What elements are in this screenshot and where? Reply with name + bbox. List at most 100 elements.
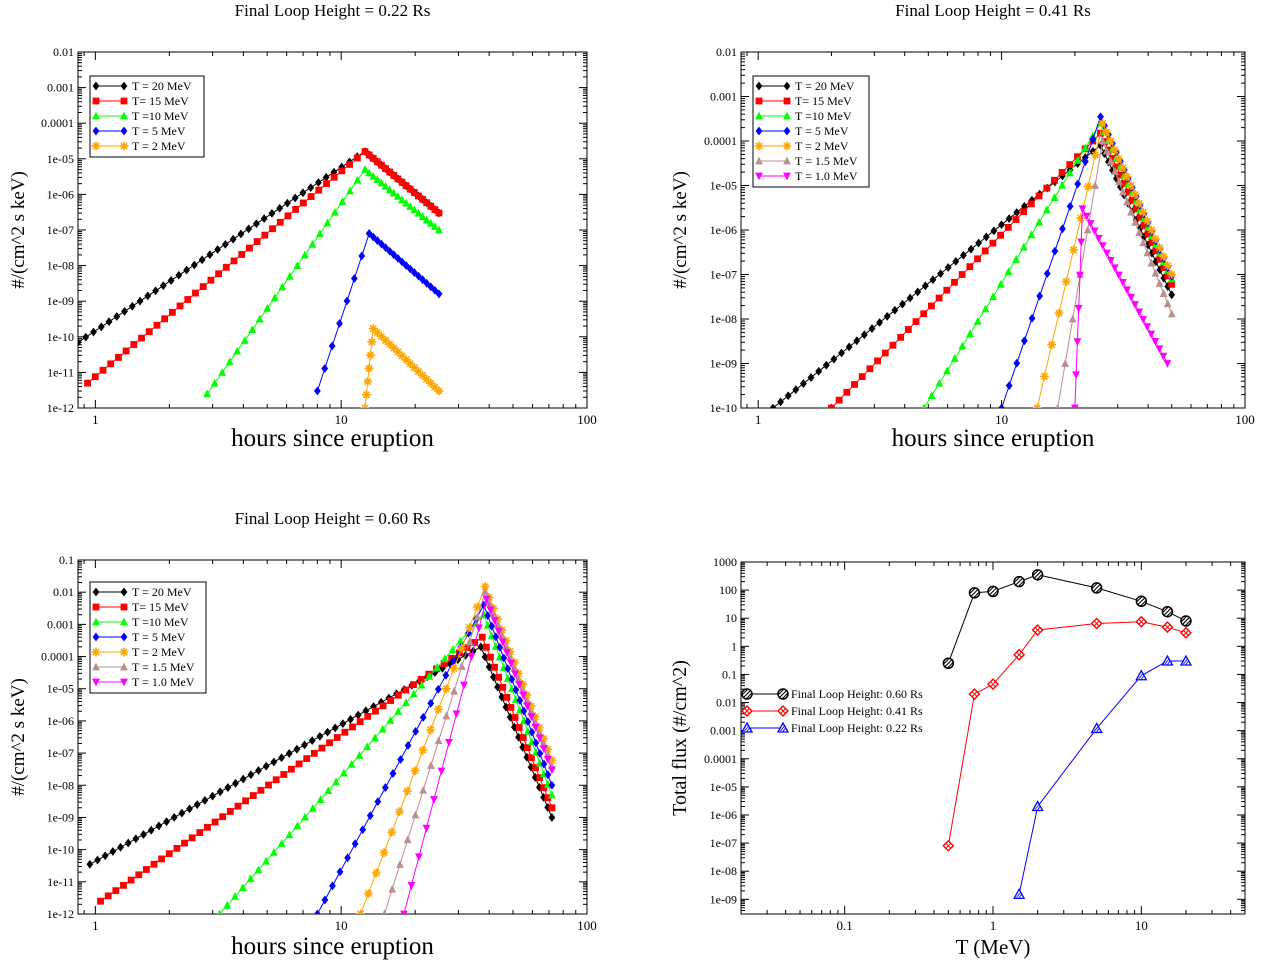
data-point — [998, 220, 1005, 230]
panel-1: Final Loop Height = 0.22 Rs 1 10 100 1e-12 1e… — [8, 1, 597, 452]
data-point — [996, 279, 1005, 288]
data-point — [769, 403, 777, 408]
data-point — [371, 733, 379, 742]
data-point — [369, 232, 377, 242]
data-point — [225, 357, 234, 366]
data-point — [324, 727, 331, 737]
data-point — [511, 670, 520, 679]
data-point — [1132, 205, 1140, 213]
data-point — [473, 612, 482, 621]
data-point — [115, 353, 122, 361]
data-point — [378, 724, 387, 733]
data-point — [920, 310, 928, 318]
legend-marker — [741, 688, 753, 700]
data-point — [1005, 381, 1013, 390]
data-point — [407, 881, 416, 890]
data-point — [1074, 179, 1082, 189]
data-point — [1012, 216, 1020, 223]
data-point — [365, 168, 374, 177]
y-tick-label: 0.01 — [53, 45, 74, 59]
data-point — [1083, 225, 1092, 234]
data-point — [1066, 161, 1074, 168]
legend-marker — [91, 647, 101, 657]
data-point — [142, 866, 150, 873]
x-tick-label: 100 — [577, 412, 597, 427]
data-point — [968, 688, 981, 701]
data-point — [435, 289, 443, 299]
data-point — [1147, 258, 1156, 267]
data-point — [800, 379, 807, 388]
data-point — [308, 239, 317, 248]
data-point — [1140, 232, 1148, 242]
legend-label: T =10 MeV — [132, 615, 189, 629]
data-point — [493, 620, 502, 629]
data-point — [203, 389, 212, 398]
data-point — [425, 671, 434, 680]
data-point — [276, 203, 284, 213]
data-point — [397, 755, 404, 764]
data-point — [210, 378, 219, 387]
data-point — [1004, 223, 1012, 231]
data-point — [548, 780, 556, 790]
data-point — [292, 206, 300, 213]
legend-marker — [120, 111, 128, 120]
data-point — [514, 674, 523, 683]
data-point — [522, 690, 532, 700]
legend-label: T =10 MeV — [132, 109, 189, 123]
legend-label: T = 2 MeV — [132, 139, 186, 153]
data-point — [237, 229, 245, 239]
data-point — [372, 707, 379, 715]
data-point — [1090, 150, 1100, 160]
data-point — [300, 250, 309, 259]
data-point — [168, 308, 176, 316]
data-point — [409, 689, 418, 698]
data-point — [530, 712, 540, 722]
data-point — [128, 301, 136, 311]
legend-marker — [740, 721, 754, 733]
x-tick-label: 100 — [1235, 412, 1255, 427]
series-line — [1074, 207, 1168, 408]
data-point — [494, 682, 501, 692]
data-point — [929, 275, 937, 285]
data-point — [196, 829, 204, 836]
data-point — [321, 364, 329, 373]
data-point — [422, 215, 431, 224]
data-point — [363, 742, 372, 751]
data-point — [960, 250, 967, 260]
data-point — [1138, 207, 1148, 217]
data-point — [301, 740, 308, 750]
data-point — [482, 643, 490, 651]
legend-label: T= 15 MeV — [132, 94, 189, 108]
data-point — [1161, 621, 1174, 634]
data-point — [489, 609, 498, 618]
data-point — [152, 286, 159, 296]
data-point — [897, 333, 905, 341]
data-point — [539, 734, 548, 743]
data-point — [417, 676, 425, 683]
data-point — [1021, 336, 1028, 346]
data-point — [336, 319, 343, 328]
legend-marker — [120, 632, 128, 642]
data-point — [366, 811, 374, 821]
data-point — [132, 834, 140, 844]
series-4 — [998, 112, 1176, 408]
data-point — [396, 860, 404, 868]
data-point — [260, 214, 268, 223]
data-point — [442, 711, 451, 720]
data-point — [323, 180, 330, 188]
y-tick-label: 1e-07 — [47, 223, 74, 237]
data-point — [1110, 264, 1119, 273]
legend-marker — [119, 141, 129, 151]
plot-area — [86, 582, 557, 914]
data-point — [457, 643, 467, 653]
legend: Final Loop Height: 0.60 Rs Final Loop Hei… — [740, 687, 923, 735]
data-point — [509, 658, 519, 667]
y-tick-label: 1e-05 — [47, 682, 74, 696]
data-point — [973, 316, 982, 325]
data-point — [322, 172, 330, 182]
legend-marker — [783, 81, 791, 91]
data-point — [440, 654, 449, 663]
data-point — [368, 324, 378, 333]
data-point — [1131, 301, 1139, 309]
